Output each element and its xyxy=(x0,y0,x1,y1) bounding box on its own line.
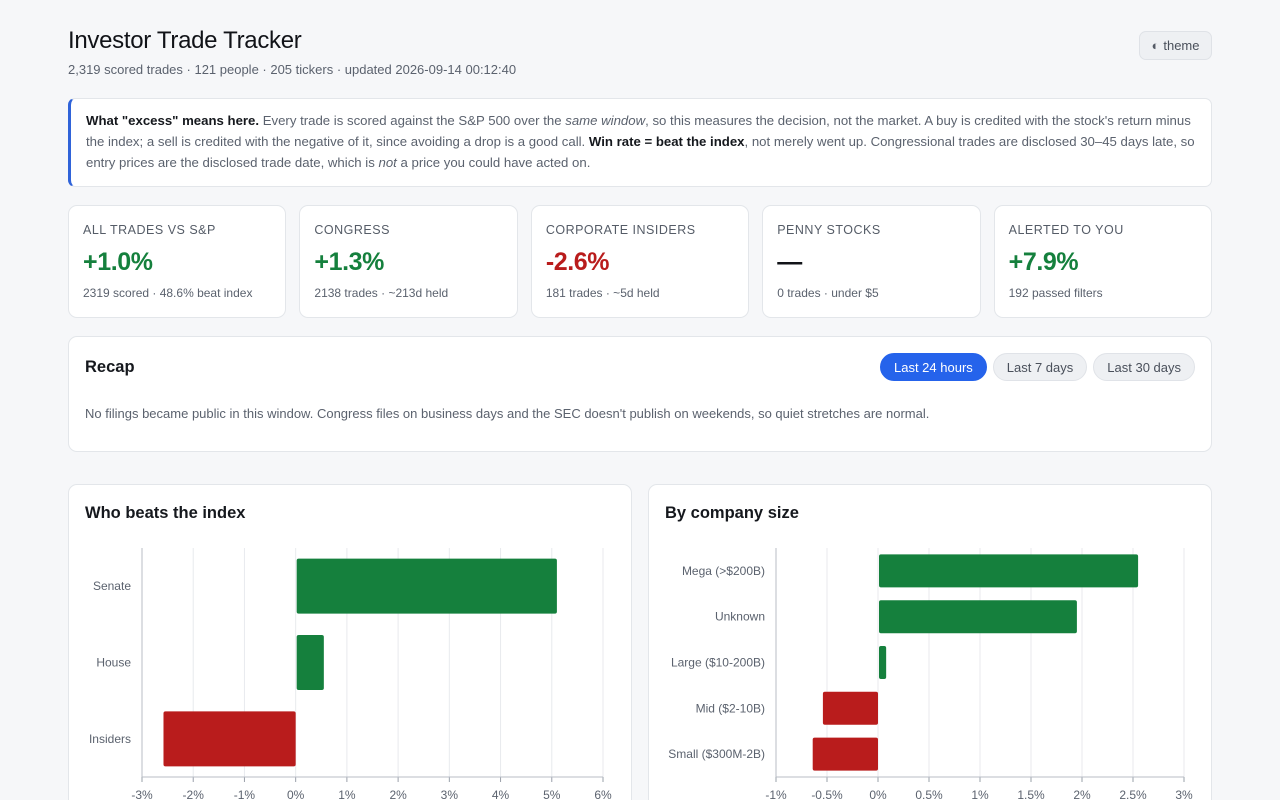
stat-value: — xyxy=(777,248,802,276)
x-tick-label: 0% xyxy=(869,788,887,800)
x-tick-label: -0.5% xyxy=(811,788,843,800)
excess-explainer: What "excess" means here. Every trade is… xyxy=(68,98,1212,187)
bar[interactable] xyxy=(163,711,296,767)
note-em-2: not xyxy=(378,155,397,170)
x-tick-label: 1% xyxy=(338,788,356,800)
x-tick-label: 3% xyxy=(441,788,459,800)
who-beats-index-chart: -3% -2% -1% 0% 1% 2% 3% 4% 5% 6% Senate House Inside… xyxy=(89,548,612,800)
category-label: Small ($300M-2B) xyxy=(668,747,765,761)
recap-range-tabs: Last 24 hours Last 7 days Last 30 days xyxy=(880,353,1195,381)
company-size-chart: -1% -0.5% 0% 0.5% 1% 1.5% 2% 2.5% 3% Mega (>$200B… xyxy=(668,548,1193,800)
category-label: Senate xyxy=(93,579,131,593)
stat-card-all-trades: All trades vs S&P +1.0% 2319 scored · 48… xyxy=(68,205,287,318)
x-tick-label: -1% xyxy=(765,788,787,800)
bar[interactable] xyxy=(822,691,878,725)
recap-message: No filings became public in this window.… xyxy=(85,406,930,421)
x-tick-label: -1% xyxy=(234,788,256,800)
tab-last-7-days[interactable]: Last 7 days xyxy=(992,353,1088,381)
category-label: House xyxy=(96,656,131,670)
note-text-1: Every trade is scored against the S&P 50… xyxy=(259,113,566,128)
category-label: Mid ($2-10B) xyxy=(696,701,765,715)
theme-label: theme xyxy=(1163,38,1200,53)
summary-cards: All trades vs S&P +1.0% 2319 scored · 48… xyxy=(68,205,1213,318)
stat-subtext: 0 trades · under $5 xyxy=(777,286,879,300)
note-text-2: , so this measures the decision, not the… xyxy=(86,113,1191,149)
note-em-1: same window xyxy=(565,113,646,128)
x-tick-label: 2% xyxy=(1073,788,1091,800)
chart-title: By company size xyxy=(665,504,799,522)
x-tick-label: 2% xyxy=(389,788,407,800)
stat-subtext: 192 passed filters xyxy=(1008,286,1103,300)
stat-value: -2.6% xyxy=(545,248,610,276)
x-tick-label: 4% xyxy=(492,788,510,800)
bar[interactable] xyxy=(879,554,1139,588)
chart-title: Who beats the index xyxy=(85,504,246,522)
x-tick-label: 3% xyxy=(1175,788,1193,800)
stat-card-congress: Congress +1.3% 2138 trades · ~213d held xyxy=(299,205,518,318)
x-tick-label: 1% xyxy=(971,788,989,800)
recap-title: Recap xyxy=(85,358,135,376)
bar[interactable] xyxy=(812,737,878,771)
stat-label: Congress xyxy=(314,223,390,237)
bar[interactable] xyxy=(296,558,557,614)
stat-card-alerted: Alerted to you +7.9% 192 passed filters xyxy=(993,205,1213,318)
half-circle-icon: ◐ xyxy=(1151,38,1160,53)
x-tick-label: -3% xyxy=(131,788,153,800)
category-label: Unknown xyxy=(715,610,765,624)
bar[interactable] xyxy=(879,600,1077,634)
category-label: Mega (>$200B) xyxy=(682,564,765,578)
stat-subtext: 2138 trades · ~213d held xyxy=(314,286,449,300)
category-label: Insiders xyxy=(89,732,131,746)
stat-label: Alerted to you xyxy=(1008,223,1124,237)
bar[interactable] xyxy=(879,646,887,679)
category-label: Large ($10-200B) xyxy=(671,656,765,670)
note-text-3: , not merely went up. Congressional trad… xyxy=(86,134,1195,170)
page-title: Investor Trade Tracker xyxy=(68,27,302,54)
stat-card-insiders: Corporate insiders -2.6% 181 trades · ~5… xyxy=(530,205,750,318)
chart-panel-by-company-size: By company size -1% -0.5% 0% 0.5% 1% 1.5% 2% 2.… xyxy=(648,484,1212,800)
stat-subtext: 2319 scored · 48.6% beat index xyxy=(83,286,253,300)
x-tick-label: 0.5% xyxy=(915,788,943,800)
note-bold-2: Win rate = beat the index xyxy=(588,134,745,149)
theme-toggle-button[interactable]: ◐ theme xyxy=(1139,31,1212,60)
tab-last-24-hours[interactable]: Last 24 hours xyxy=(880,353,987,381)
page-subtitle: 2,319 scored trades · 121 people · 205 t… xyxy=(68,62,517,77)
x-tick-label: 1.5% xyxy=(1017,788,1045,800)
note-lead: What "excess" means here. xyxy=(86,113,260,128)
stat-label: Penny stocks xyxy=(777,223,881,237)
stat-subtext: 181 trades · ~5d held xyxy=(545,286,660,300)
x-tick-label: 5% xyxy=(543,788,561,800)
stat-value: +7.9% xyxy=(1008,248,1079,276)
tab-last-30-days[interactable]: Last 30 days xyxy=(1093,353,1195,381)
note-text-4: a price you could have acted on. xyxy=(396,155,591,170)
x-tick-label: 6% xyxy=(594,788,612,800)
stat-label: Corporate insiders xyxy=(545,223,696,237)
x-tick-label: -2% xyxy=(183,788,205,800)
stat-label: All trades vs S&P xyxy=(83,223,216,237)
x-tick-label: 0% xyxy=(287,788,305,800)
chart-panel-who-beats-index: Who beats the index -3% -2% -1% 0% 1% 2% 3% 4% 5… xyxy=(68,484,632,800)
x-tick-label: 2.5% xyxy=(1119,788,1147,800)
stat-card-penny-stocks: Penny stocks — 0 trades · under $5 xyxy=(762,205,981,318)
stat-value: +1.3% xyxy=(314,248,384,276)
bar[interactable] xyxy=(296,635,324,690)
stat-value: +1.0% xyxy=(83,248,153,276)
recap-panel: Recap Last 24 hours Last 7 days Last 30 … xyxy=(68,336,1212,452)
